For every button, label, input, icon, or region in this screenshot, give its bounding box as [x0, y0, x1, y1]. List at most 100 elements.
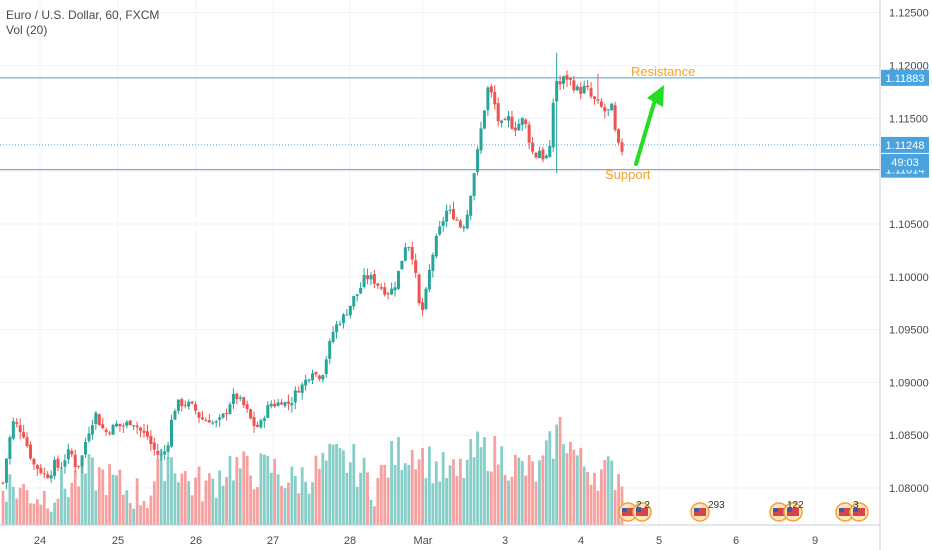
volume-bar	[187, 481, 191, 525]
volume-bar	[49, 511, 53, 525]
volume-bar	[225, 477, 228, 525]
volume-bar	[586, 471, 590, 525]
candle-body	[328, 341, 332, 359]
candle-body	[84, 441, 88, 455]
volume-bar	[91, 457, 94, 525]
volume-bar	[335, 443, 338, 525]
volume-bar	[579, 447, 583, 525]
candle-body	[555, 80, 559, 102]
candle-body	[486, 87, 490, 111]
volume-bar	[235, 457, 239, 525]
volume-bar	[146, 507, 149, 525]
candle-body	[214, 421, 218, 423]
candle-body	[187, 401, 191, 407]
candle-body	[235, 393, 239, 400]
volume-bar	[572, 449, 576, 525]
volume-bar	[445, 478, 449, 525]
volume-bar	[97, 467, 101, 525]
volume-bar	[479, 447, 483, 525]
volume-bar	[328, 443, 332, 525]
volume-bar	[421, 447, 424, 525]
volume-bar	[311, 482, 314, 525]
flag-canton	[853, 508, 858, 512]
y-tick-label: 1.09000	[889, 377, 929, 389]
candle-body	[128, 420, 132, 426]
volume-bar	[256, 487, 259, 525]
candle-body	[345, 314, 349, 316]
volume-bar	[197, 466, 201, 525]
symbol-title[interactable]: Euro / U.S. Dollar, 60, FXCM	[6, 8, 160, 22]
volume-bar	[569, 441, 572, 525]
x-tick-label: 25	[112, 535, 124, 547]
candle-body	[503, 119, 507, 121]
candle-body	[352, 295, 356, 307]
volume-bar	[259, 453, 263, 525]
volume-bar	[606, 456, 610, 525]
flag-stripe	[839, 508, 851, 516]
candle-body	[379, 287, 383, 289]
volume-bar	[376, 477, 380, 525]
volume-bar	[434, 461, 438, 525]
volume-bar	[115, 475, 118, 525]
flag-stripe	[636, 508, 648, 516]
candle-body	[46, 474, 50, 479]
candle-body	[376, 283, 380, 286]
candle-body	[427, 270, 431, 290]
candle-body	[249, 409, 253, 419]
candle-body	[537, 150, 541, 159]
candle-body	[314, 372, 318, 375]
candle-body	[276, 402, 280, 406]
candle-body	[489, 86, 493, 93]
volume-bar	[128, 502, 132, 525]
volume-bar	[39, 504, 43, 525]
volume-bar	[527, 455, 531, 525]
volume-bar	[22, 483, 26, 525]
candle-body	[438, 226, 442, 235]
volume-bar	[80, 455, 84, 525]
candle-body	[527, 124, 531, 143]
volume-bar	[589, 484, 593, 525]
candle-body	[372, 274, 376, 284]
event-count-label: 2 2	[636, 500, 650, 511]
volume-bar	[156, 458, 160, 525]
volume-bar	[465, 459, 469, 525]
volume-bar	[362, 457, 366, 525]
volume-bar	[218, 470, 222, 525]
volume-bar	[493, 435, 497, 525]
candle-body	[390, 288, 394, 295]
flag-canton	[622, 508, 627, 512]
candle-body	[108, 432, 112, 434]
volume-bar	[314, 455, 318, 525]
candle-body	[114, 423, 118, 427]
candle-body	[39, 467, 43, 473]
candle-body	[73, 454, 77, 468]
volume-bar	[238, 468, 242, 525]
volume-bar	[531, 461, 534, 525]
volume-indicator-label[interactable]: Vol (20)	[6, 23, 48, 37]
volume-bar	[520, 460, 524, 525]
candle-body	[579, 87, 583, 94]
candle-body	[280, 402, 284, 405]
candle-body	[348, 305, 352, 316]
candle-body	[366, 275, 370, 280]
candle-body	[524, 119, 528, 124]
candle-body	[63, 460, 67, 467]
volume-bar	[441, 451, 445, 525]
candle-body	[194, 404, 198, 411]
arrow-head	[647, 85, 664, 107]
candle-body	[359, 287, 363, 294]
candle-body	[331, 331, 335, 342]
candle-body	[53, 459, 57, 476]
volume-bar	[455, 475, 459, 525]
volume-bar	[400, 470, 404, 525]
volume-bar	[221, 485, 225, 525]
candle-body	[87, 433, 91, 441]
candle-body	[262, 418, 266, 421]
volume-bar	[25, 490, 29, 525]
candle-body	[562, 76, 566, 84]
candle-body	[66, 449, 70, 460]
volume-bar	[207, 473, 211, 525]
flag-stripe	[787, 508, 799, 516]
volume-bar	[431, 483, 435, 525]
